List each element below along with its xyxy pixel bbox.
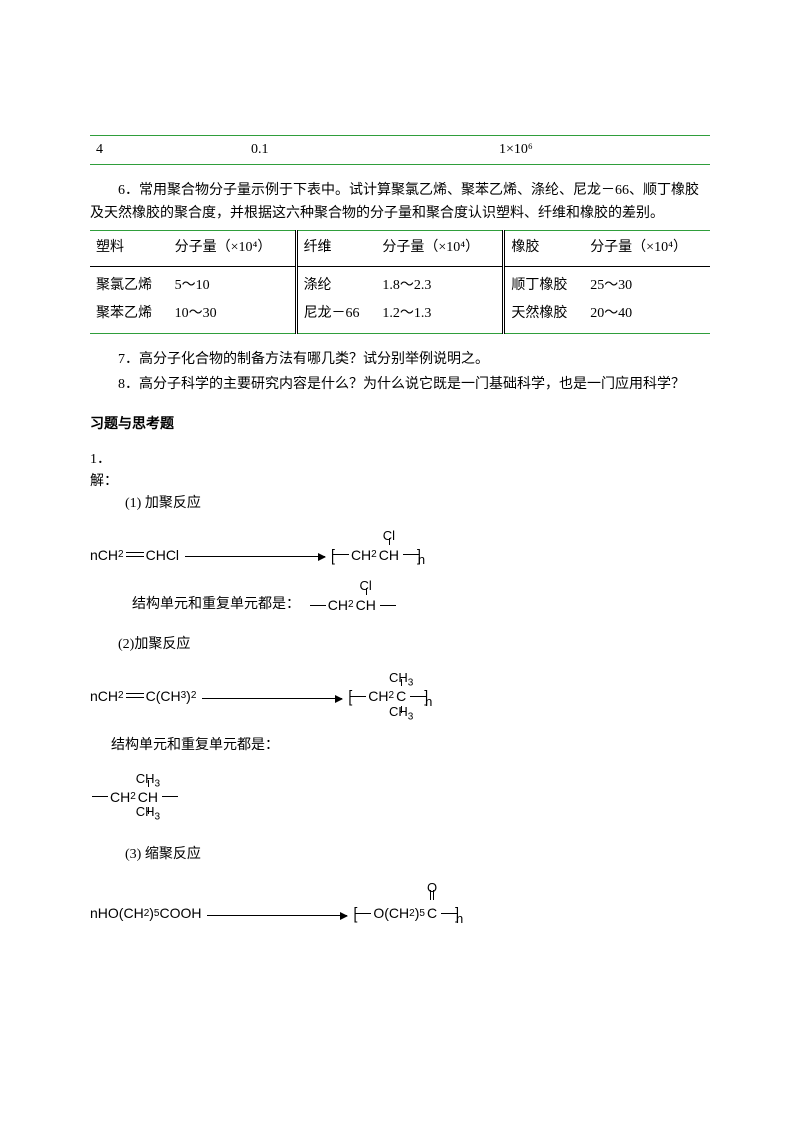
col-header: 分子量（×10⁴） xyxy=(376,231,503,266)
chem: O(CH xyxy=(373,902,409,924)
bond-icon xyxy=(310,605,326,606)
coef: n xyxy=(90,544,98,566)
bracket: [ xyxy=(348,683,352,710)
col-header: 纤维 xyxy=(296,231,376,266)
bond-icon xyxy=(380,605,396,606)
chem: C xyxy=(427,905,437,921)
sub-2: (2)加聚反应 xyxy=(118,634,710,656)
bot-sub: CH3 xyxy=(389,702,413,726)
bond-icon xyxy=(92,796,108,797)
chem-fragment: ClCH xyxy=(354,594,378,616)
chem-fragment: CH3CCH3 xyxy=(394,685,408,707)
arrow-icon xyxy=(202,698,342,699)
section-heading: 习题与思考题 xyxy=(90,414,710,436)
cell: 聚苯乙烯 xyxy=(90,300,169,334)
repeat-n: n xyxy=(418,550,425,571)
reaction-3: nHO(CH2)5COOH [O(CH2)5OC]n xyxy=(90,876,710,924)
question-7: 7．高分子化合物的制备方法有哪几类？试分别举例说明之。 xyxy=(90,349,710,371)
repeat-n: n xyxy=(456,909,463,930)
chem-fragment: ClCH xyxy=(377,544,401,566)
bond-icon xyxy=(355,913,371,914)
cell: 尼龙－66 xyxy=(296,300,376,334)
chem: CHCl xyxy=(146,544,179,566)
arrow-icon xyxy=(185,556,325,557)
reaction-1: nCH2CHCl [CH2ClCH]n xyxy=(90,526,710,566)
double-bond-icon xyxy=(126,551,144,559)
coef: n xyxy=(90,685,98,707)
carbonyl: OC xyxy=(425,902,439,924)
chem: CH xyxy=(328,594,348,616)
chem: HO(CH xyxy=(98,902,144,924)
cell: 涤纶 xyxy=(296,266,376,300)
cell: 1×10⁶ xyxy=(493,136,710,165)
solution-label: 解： xyxy=(90,471,710,493)
chem: CH xyxy=(110,786,130,808)
repeat-n: n xyxy=(425,692,432,713)
chem: CH xyxy=(98,685,118,707)
top-table: 4 0.1 1×10⁶ xyxy=(90,135,710,165)
bracket: [ xyxy=(331,541,335,568)
cell: 5～10 xyxy=(169,266,296,300)
question-6: 6．常用聚合物分子量示例于下表中。试计算聚氯乙烯、聚苯乙烯、涤纶、尼龙－66、顺… xyxy=(90,180,710,225)
cell: 天然橡胶 xyxy=(504,300,584,334)
unit-2: CH2CH3CHCH3 xyxy=(90,768,710,826)
cell: 25～30 xyxy=(584,266,710,300)
double-bond-icon xyxy=(126,692,144,700)
cell: 4 xyxy=(90,136,245,165)
sub: 2 xyxy=(191,688,197,704)
col-header: 分子量（×10⁴） xyxy=(584,231,710,266)
polymer-table: 塑料 分子量（×10⁴） 纤维 分子量（×10⁴） 橡胶 分子量（×10⁴） 聚… xyxy=(90,230,710,334)
chem: CH xyxy=(379,547,399,563)
chem: CH xyxy=(98,544,118,566)
chem: COOH xyxy=(159,902,201,924)
cell: 顺丁橡胶 xyxy=(504,266,584,300)
bot-sub: CH3 xyxy=(136,802,160,826)
cell: 20～40 xyxy=(584,300,710,334)
question-8: 8．高分子科学的主要研究内容是什么？为什么说它既是一门基础科学，也是一门应用科学… xyxy=(90,374,710,396)
coef: n xyxy=(90,902,98,924)
chem: CH xyxy=(351,544,371,566)
bond-icon xyxy=(350,696,366,697)
unit-1: 结构单元和重复单元都是： CH2ClCH xyxy=(90,576,710,616)
sub: 2 xyxy=(118,688,124,704)
bond-icon xyxy=(162,796,178,797)
chem-fragment: CH3CHCH3 xyxy=(136,786,160,808)
reaction-2: nCH2C(CH3)2 [CH2CH3CCH3]n xyxy=(90,667,710,725)
cell: 10～30 xyxy=(169,300,296,334)
cell: 1.8～2.3 xyxy=(376,266,503,300)
sub-3: (3) 缩聚反应 xyxy=(125,844,710,866)
bracket: [ xyxy=(353,900,357,927)
unit-caption: 结构单元和重复单元都是： xyxy=(132,594,300,616)
solution-number: 1． xyxy=(90,449,710,471)
cell: 0.1 xyxy=(245,136,493,165)
col-header: 分子量（×10⁴） xyxy=(169,231,296,266)
chem: C(CH xyxy=(146,685,181,707)
cell: 聚氯乙烯 xyxy=(90,266,169,300)
chem: CH xyxy=(356,597,376,613)
chem: CH xyxy=(368,685,388,707)
col-header: 橡胶 xyxy=(504,231,584,266)
sub: 2 xyxy=(118,547,124,563)
sub-1: (1) 加聚反应 xyxy=(125,493,710,515)
bond-icon xyxy=(333,554,349,555)
arrow-icon xyxy=(207,915,347,916)
col-header: 塑料 xyxy=(90,231,169,266)
unit-caption-2: 结构单元和重复单元都是： xyxy=(111,735,710,757)
cell: 1.2～1.3 xyxy=(376,300,503,334)
